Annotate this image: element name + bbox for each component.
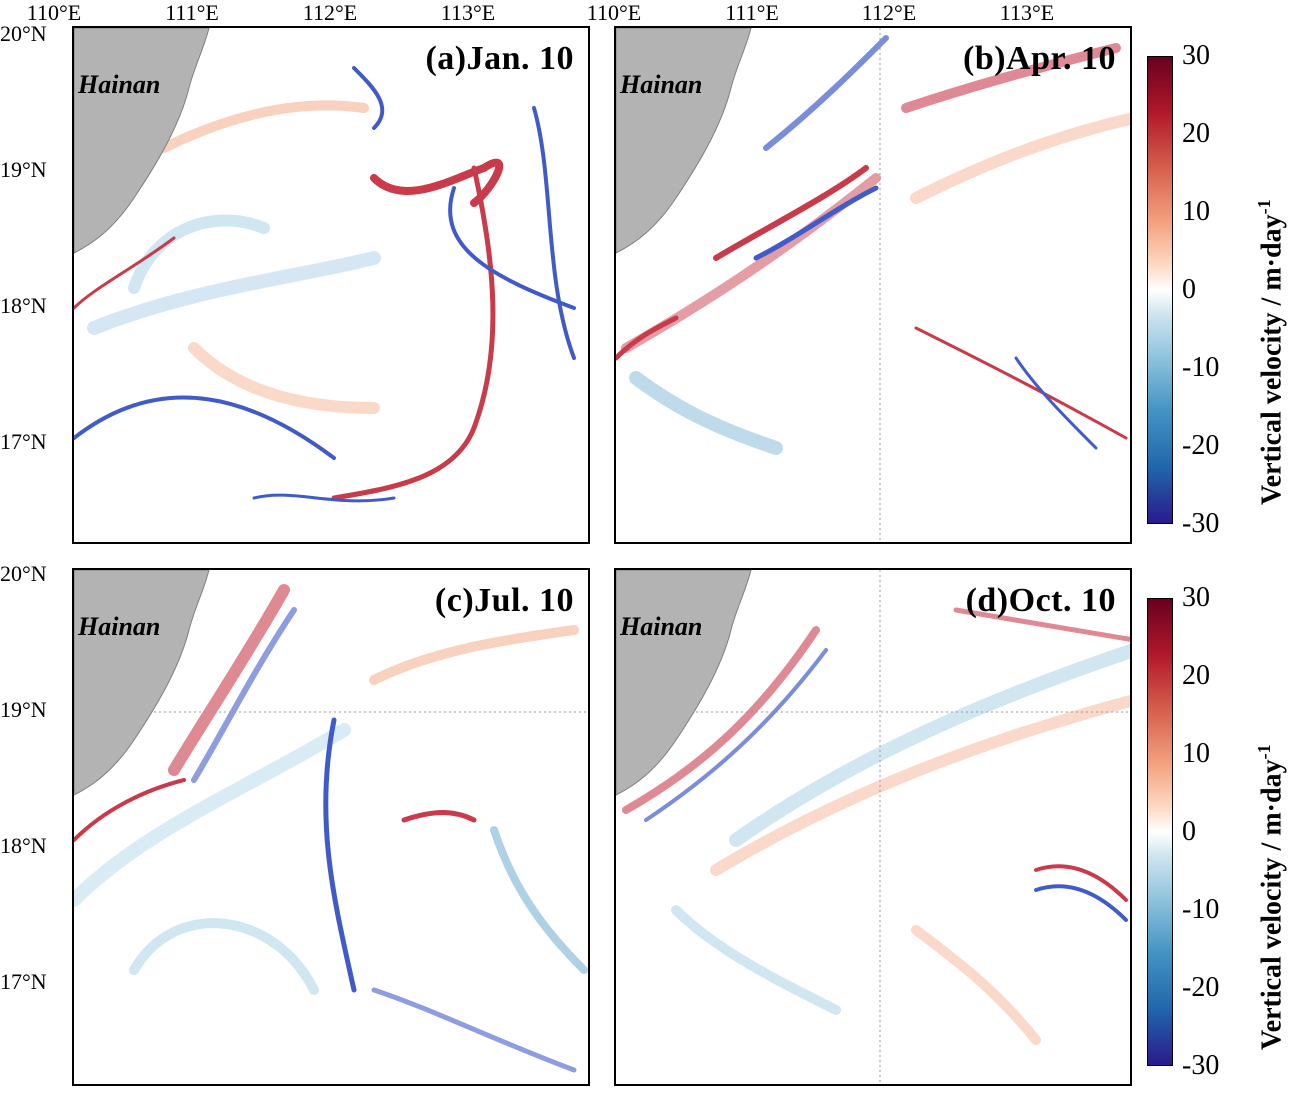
lon-label-b-113: 113°E — [999, 0, 1055, 25]
cb-top-tick-m20: -20 — [1182, 430, 1220, 461]
velocity-field-oct — [616, 570, 1130, 1084]
cb-bot-tick-10: 10 — [1182, 738, 1210, 769]
cb-top-tick-10: 10 — [1182, 196, 1210, 227]
colorbar-title-bottom: Vertical velocity / m·day-1 — [1254, 744, 1288, 1050]
cb-top-tick-20: 20 — [1182, 118, 1210, 149]
lat-label-top-20: 20°N — [0, 21, 47, 46]
cb-top-tick-m30: -30 — [1182, 508, 1220, 539]
panel-title-d: (d)Oct. 10 — [965, 582, 1116, 619]
panel-jul: Hainan (c)Jul. 10 — [72, 568, 590, 1086]
lat-label-bottom-17: 17°N — [0, 969, 47, 994]
lat-label-bottom-19: 19°N — [0, 697, 47, 722]
cb-bot-tick-m10: -10 — [1182, 894, 1220, 925]
hainan-land — [616, 28, 752, 254]
cb-bot-tick-20: 20 — [1182, 660, 1210, 691]
cb-bot-tick-m30: -30 — [1182, 1050, 1220, 1081]
island-label-c: Hainan — [78, 612, 161, 641]
velocity-field-jul — [74, 570, 588, 1073]
panel-apr: Hainan (b)Apr. 10 — [614, 26, 1132, 544]
colorbar-title-exp-bottom: -1 — [1254, 744, 1274, 760]
colorbar-title-exp-top: -1 — [1254, 199, 1274, 215]
panel-oct: Hainan (d)Oct. 10 — [614, 568, 1132, 1086]
velocity-field-jan — [74, 28, 576, 503]
lat-label-bottom-20: 20°N — [0, 561, 47, 586]
lon-label-b-112: 112°E — [861, 0, 917, 25]
island-label-b: Hainan — [620, 70, 703, 99]
velocity-field-apr — [616, 28, 1130, 542]
lon-label-b-110: 110°E — [586, 0, 642, 25]
hainan-land — [74, 28, 210, 254]
cb-top-tick-m10: -10 — [1182, 352, 1220, 383]
cb-top-tick-30: 30 — [1182, 40, 1210, 71]
cb-bot-tick-0: 0 — [1182, 816, 1196, 847]
hainan-land — [74, 570, 210, 796]
panel-title-b: (b)Apr. 10 — [963, 40, 1116, 77]
lat-label-top-18: 18°N — [0, 293, 47, 318]
colorbar-bottom — [1147, 598, 1173, 1066]
cb-bot-tick-m20: -20 — [1182, 972, 1220, 1003]
lon-label-a-113: 113°E — [440, 0, 496, 25]
colorbar-title-text-bottom: Vertical velocity / m·day — [1256, 759, 1288, 1050]
lon-label-a-112: 112°E — [302, 0, 358, 25]
panel-jan: Hainan (a)Jan. 10 — [72, 26, 590, 544]
lon-label-a-111: 111°E — [165, 0, 219, 25]
lon-label-b-111: 111°E — [725, 0, 779, 25]
cb-bot-tick-30: 30 — [1182, 582, 1210, 613]
island-label-a: Hainan — [78, 70, 161, 99]
cb-top-tick-0: 0 — [1182, 274, 1196, 305]
colorbar-top — [1147, 56, 1173, 524]
lat-label-top-19: 19°N — [0, 157, 47, 182]
panel-title-a: (a)Jan. 10 — [425, 40, 574, 77]
colorbar-title-top: Vertical velocity / m·day-1 — [1254, 199, 1288, 505]
lon-label-a-110: 110°E — [26, 0, 82, 25]
hainan-land — [616, 570, 752, 796]
island-label-d: Hainan — [620, 612, 703, 641]
lat-label-top-17: 17°N — [0, 429, 47, 454]
colorbar-title-text-top: Vertical velocity / m·day — [1256, 214, 1288, 505]
lat-label-bottom-18: 18°N — [0, 833, 47, 858]
panel-title-c: (c)Jul. 10 — [434, 582, 574, 619]
